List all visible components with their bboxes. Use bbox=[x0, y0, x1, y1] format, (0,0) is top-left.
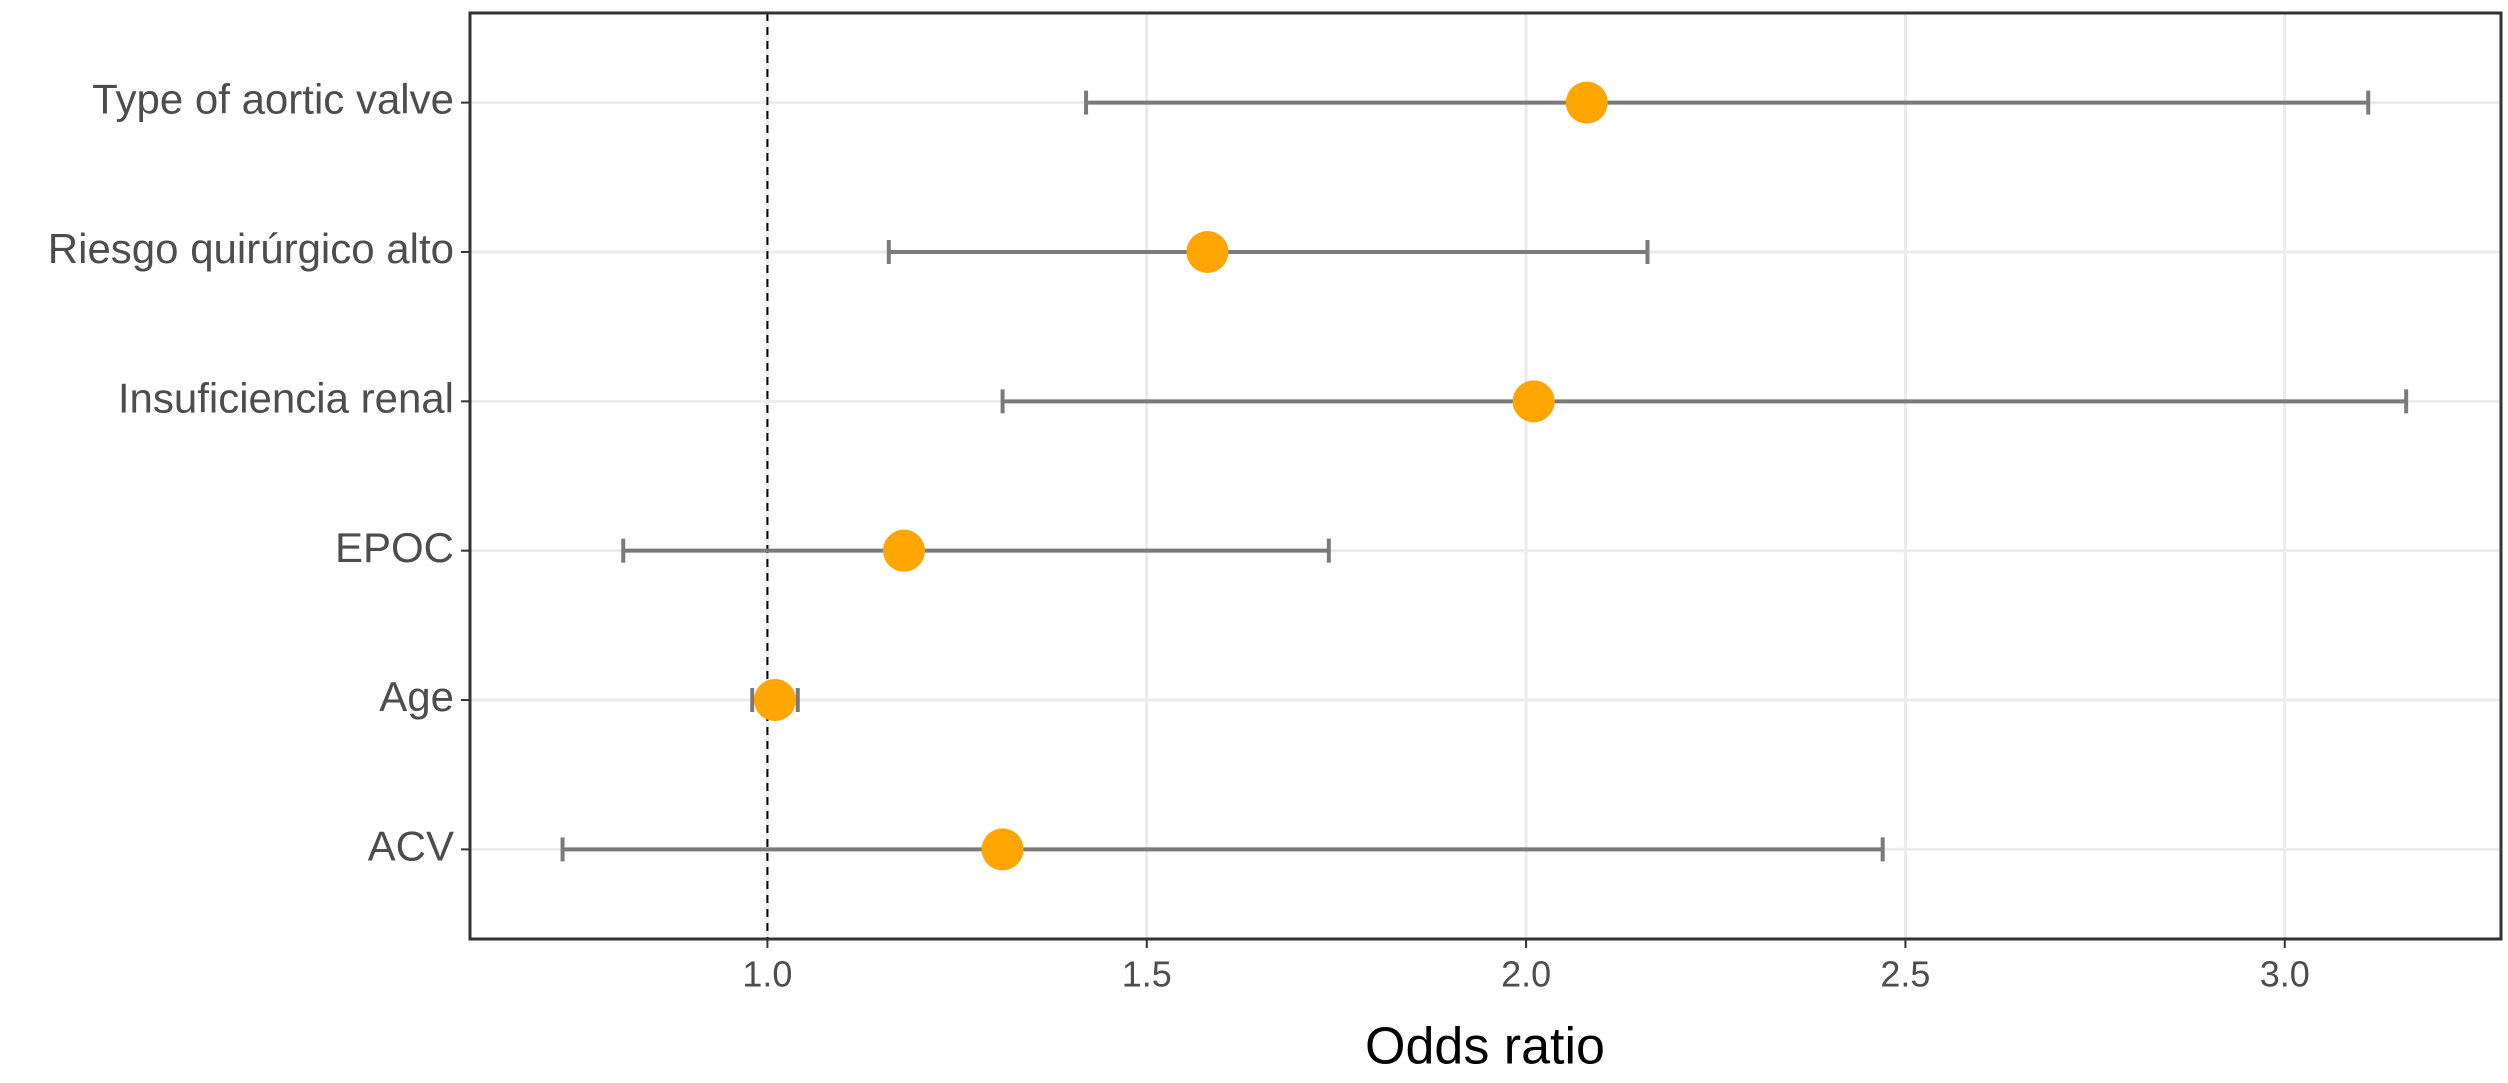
x-tick-label: 1.0 bbox=[742, 954, 792, 995]
x-axis-title: Odds ratio bbox=[1365, 1018, 1605, 1076]
y-tick-label: Age bbox=[379, 673, 454, 720]
point bbox=[753, 679, 796, 722]
point bbox=[1512, 380, 1555, 423]
x-tick-label: 2.5 bbox=[1880, 954, 1930, 995]
point bbox=[1186, 230, 1229, 273]
y-tick-label: Type of aortic valve bbox=[92, 76, 454, 123]
point bbox=[1565, 81, 1608, 124]
y-tick-label: EPOC bbox=[335, 524, 454, 571]
x-tick-label: 3.0 bbox=[2260, 954, 2310, 995]
panel-border bbox=[468, 11, 2503, 941]
y-tick-label: Riesgo quirúrgico alto bbox=[48, 225, 454, 272]
y-tick-label: Insuficiencia renal bbox=[118, 374, 454, 421]
x-tick-label: 2.0 bbox=[1501, 954, 1551, 995]
y-tick-label: ACV bbox=[368, 822, 454, 869]
x-tick-label: 1.5 bbox=[1122, 954, 1172, 995]
point bbox=[981, 828, 1024, 871]
point bbox=[882, 529, 925, 572]
